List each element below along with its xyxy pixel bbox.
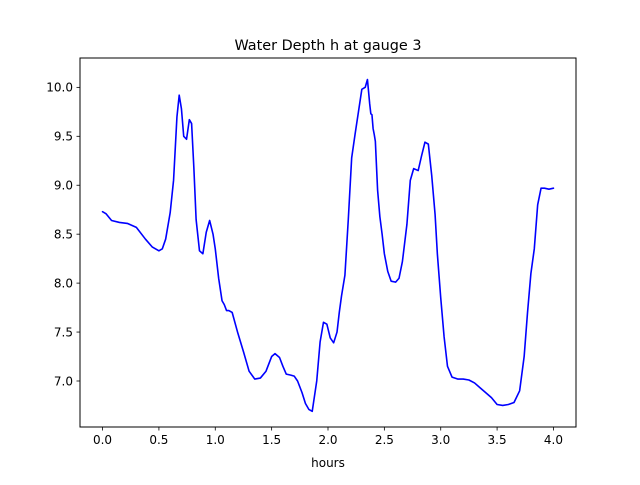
y-tick-label: 7.5 bbox=[54, 325, 73, 339]
series-line-0 bbox=[101, 78, 555, 413]
y-tick-label: 10.0 bbox=[46, 81, 73, 95]
x-tick-label: 1.5 bbox=[262, 433, 281, 447]
x-tick-label: 3.0 bbox=[431, 433, 450, 447]
x-tick-label: 0.0 bbox=[93, 433, 112, 447]
y-axis: 7.0 7.5 8.0 8.5 9.0 9.5 10.0 bbox=[46, 81, 80, 388]
y-tick-label: 8.0 bbox=[54, 276, 73, 290]
y-tick-label: 7.0 bbox=[54, 374, 73, 388]
axes-frame bbox=[79, 57, 577, 428]
y-tick-label: 9.5 bbox=[54, 130, 73, 144]
x-tick-label: 0.5 bbox=[149, 433, 168, 447]
x-axis: 0.0 0.5 1.0 1.5 2.0 2.5 3.0 3.5 4.0 bbox=[93, 427, 563, 447]
y-tick-label: 9.0 bbox=[54, 179, 73, 193]
x-tick-label: 2.0 bbox=[318, 433, 337, 447]
x-tick-label: 2.5 bbox=[375, 433, 394, 447]
plot-area bbox=[101, 78, 555, 413]
x-tick-label: 1.0 bbox=[206, 433, 225, 447]
x-tick-label: 3.5 bbox=[488, 433, 507, 447]
chart-title: Water Depth h at gauge 3 bbox=[234, 38, 421, 54]
y-tick-label: 8.5 bbox=[54, 227, 73, 241]
x-tick-label: 4.0 bbox=[544, 433, 563, 447]
x-axis-label: hours bbox=[311, 456, 345, 470]
